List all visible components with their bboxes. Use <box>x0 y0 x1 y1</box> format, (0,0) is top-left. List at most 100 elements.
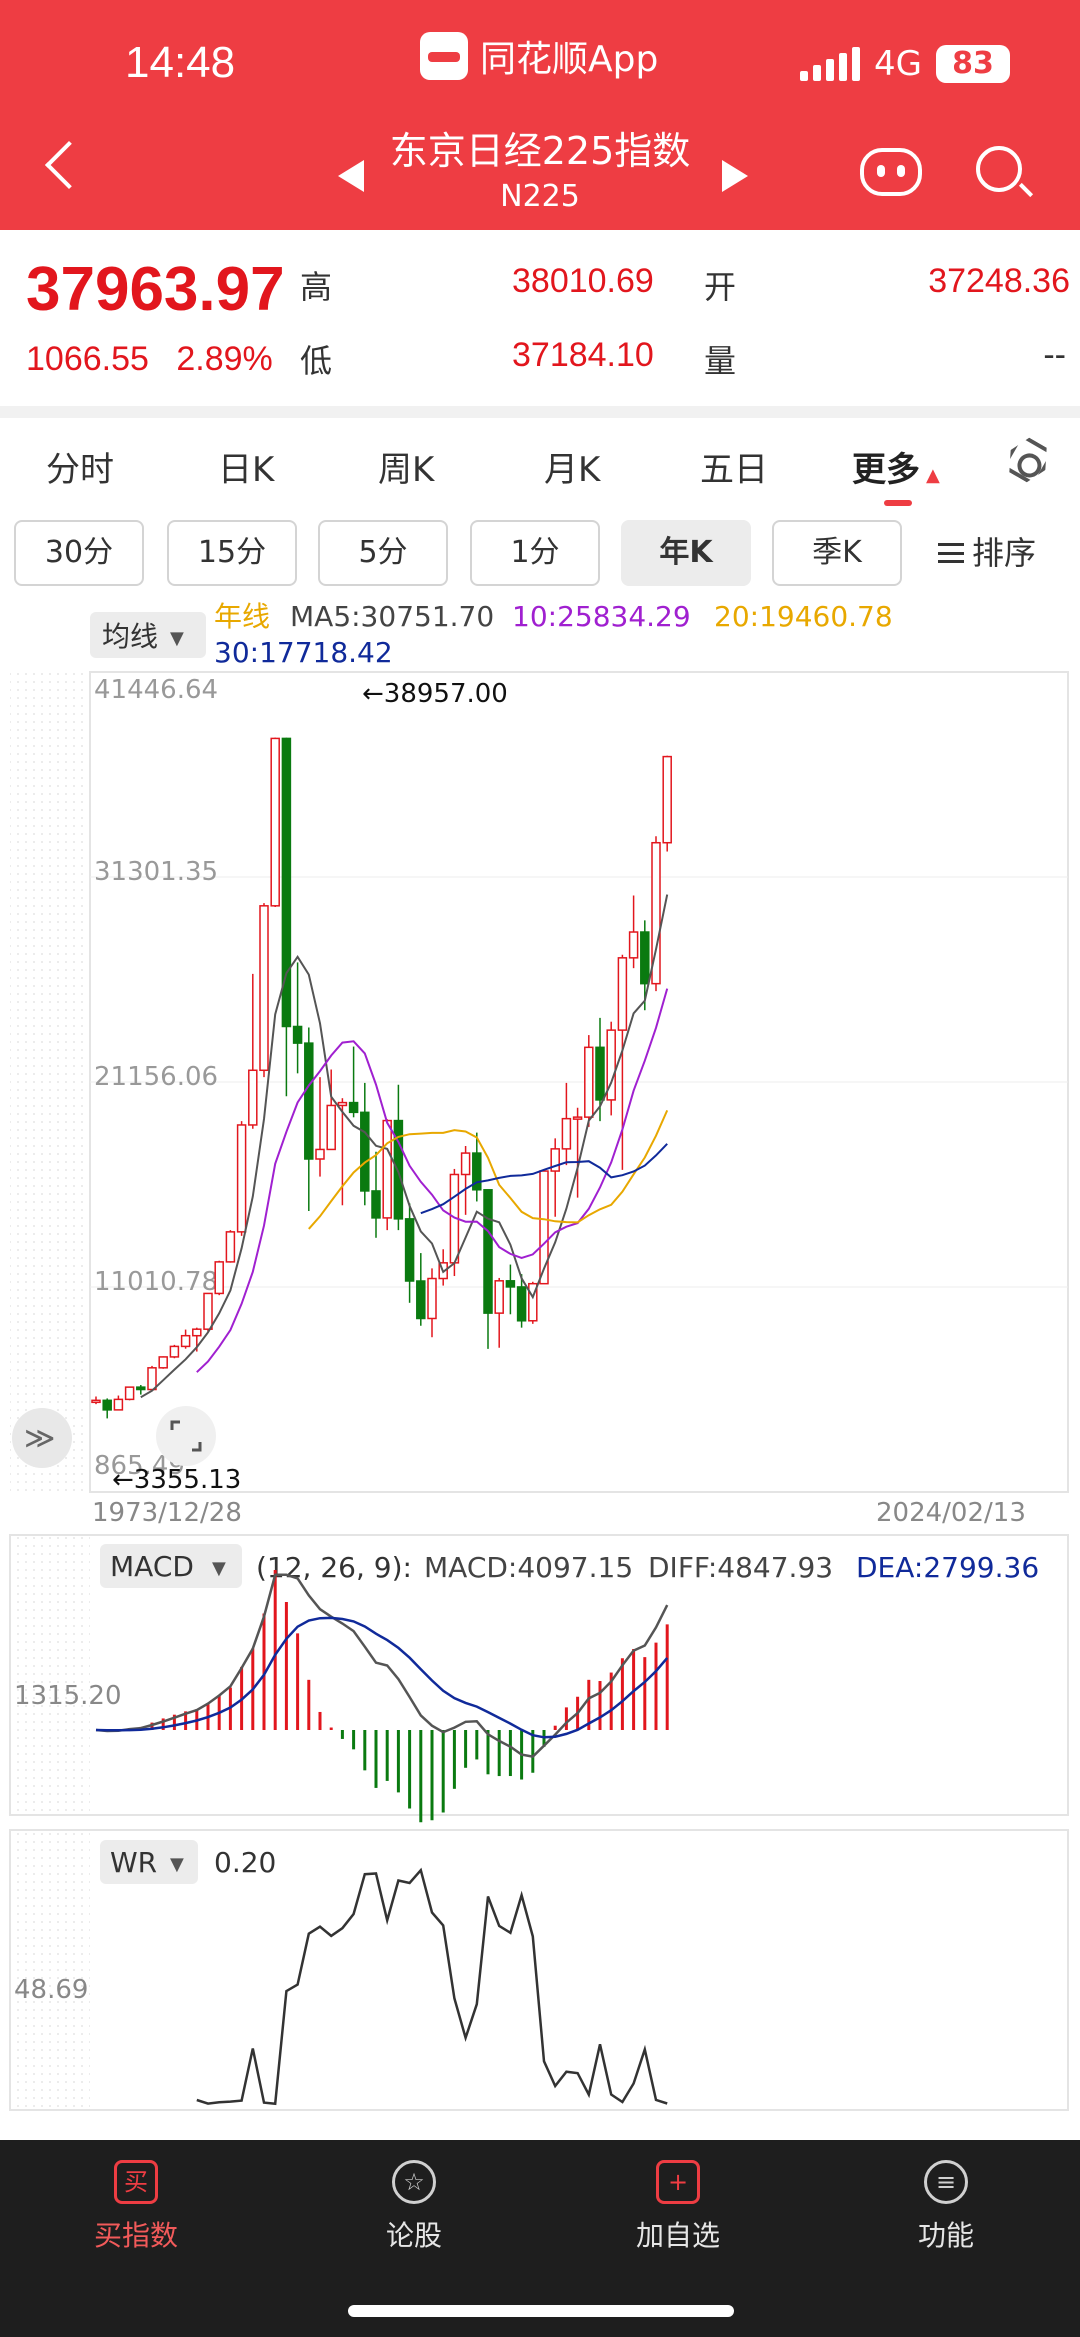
subtab-15min[interactable]: 15分 <box>167 520 297 586</box>
tab-more[interactable]: 更多 ▲ <box>852 442 940 491</box>
candle-2018 <box>595 1046 605 1101</box>
candle-2010 <box>505 1280 516 1288</box>
prev-stock-arrow-icon[interactable] <box>338 160 364 192</box>
candle-2009 <box>494 1280 504 1314</box>
candle-2013 <box>539 1170 549 1285</box>
min-price-marker: ←3355.13 <box>112 1465 241 1495</box>
menu-icon <box>938 543 964 563</box>
back-button[interactable] <box>44 140 94 190</box>
sort-button[interactable]: 排序 <box>938 520 1036 586</box>
candle-1994 <box>326 1104 336 1151</box>
main-chart-frame <box>89 671 1069 1493</box>
candle-2023 <box>651 841 661 985</box>
nav-buy-index[interactable]: 买 买指数 <box>46 2160 226 2254</box>
status-app-name: 同花顺App <box>480 39 659 80</box>
nav-discuss[interactable]: ☆ 论股 <box>324 2160 504 2254</box>
open-label: 开 <box>704 268 737 306</box>
robot-assistant-icon[interactable] <box>860 148 922 196</box>
diff-value: DIFF:4847.93 <box>648 1551 833 1584</box>
dea-line <box>95 1616 669 1739</box>
nav-discuss-label: 论股 <box>385 2219 442 2252</box>
candle-1974 <box>102 1399 112 1411</box>
subtab-1min[interactable]: 1分 <box>470 520 600 586</box>
tab-daily-k[interactable]: 日K <box>218 450 275 490</box>
nav-buy-index-label: 买指数 <box>93 2219 178 2252</box>
candle-1985 <box>225 1231 236 1263</box>
candle-1979 <box>158 1356 168 1369</box>
next-stock-arrow-icon[interactable] <box>722 160 748 192</box>
candle-1983 <box>203 1292 213 1330</box>
nav-functions[interactable]: ≡ 功能 <box>856 2160 1036 2254</box>
buy-icon: 买 <box>114 2160 158 2204</box>
ma20-value: 20:19460.78 <box>714 600 893 633</box>
status-indicators: 4G 83 <box>800 44 1010 84</box>
y-label-top: 41446.64 <box>94 675 218 705</box>
candle-1993 <box>315 1148 325 1160</box>
candle-2014 <box>550 1148 560 1172</box>
candle-2003 <box>427 1277 437 1320</box>
macd-histogram <box>105 1570 669 1823</box>
ma10-value: 10:25834.29 <box>512 600 691 633</box>
open-value: 37248.36 <box>928 262 1070 300</box>
candle-2024 <box>662 755 672 844</box>
wr-indicator-dropdown[interactable] <box>100 1840 198 1884</box>
search-icon[interactable] <box>976 146 1022 192</box>
add-icon: + <box>656 2160 700 2204</box>
fullscreen-button[interactable] <box>156 1406 216 1466</box>
network-label: 4G <box>874 44 922 84</box>
tab-intraday[interactable]: 分时 <box>46 450 114 490</box>
dea-value: DEA:2799.36 <box>856 1551 1039 1584</box>
status-app: 同花顺App <box>420 30 658 82</box>
candle-1990 <box>281 737 292 1028</box>
change-value: 1066.55 <box>26 340 149 378</box>
price-change: 1066.55 2.89% <box>26 340 273 379</box>
stock-name: 东京日经225指数 <box>389 129 691 173</box>
macd-params: (12, 26, 9): <box>256 1551 412 1584</box>
subtab-quarterly-k[interactable]: 季K <box>772 520 902 586</box>
bottom-nav: 买 买指数 ☆ 论股 + 加自选 ≡ 功能 <box>0 2140 1080 2337</box>
candle-1996 <box>348 1101 359 1114</box>
tab-five-day[interactable]: 五日 <box>700 450 768 490</box>
candle-1981 <box>180 1334 191 1348</box>
x-label-end: 2024/02/13 <box>876 1498 1026 1528</box>
x-label-start: 1973/12/28 <box>92 1498 242 1528</box>
candle-1975 <box>113 1398 124 1411</box>
sub-period-tabs: 30分 15分 5分 1分 年K 季K 排序 <box>0 520 1080 590</box>
candle-2000 <box>393 1119 404 1220</box>
period-line-label: 年线 <box>214 600 270 633</box>
ma5-line <box>140 894 669 1399</box>
candle-2017 <box>584 1046 594 1118</box>
sort-label: 排序 <box>972 534 1037 572</box>
candle-2021 <box>628 931 639 959</box>
candle-2016 <box>572 1116 583 1120</box>
tab-monthly-k[interactable]: 月K <box>544 450 601 490</box>
expand-left-button[interactable] <box>12 1408 72 1468</box>
candle-2001 <box>404 1218 415 1282</box>
candle-2022 <box>640 931 650 985</box>
candle-1991 <box>292 1025 303 1044</box>
candle-2020 <box>617 957 628 1031</box>
candle-2019 <box>606 1029 616 1101</box>
ma10-line <box>196 988 669 1373</box>
candle-2008 <box>483 1189 493 1314</box>
candle-1980 <box>169 1345 180 1358</box>
subtab-yearly-k[interactable]: 年K <box>621 520 751 586</box>
tab-active-indicator <box>884 500 912 506</box>
macd-indicator-dropdown[interactable] <box>100 1544 242 1588</box>
volume-value: -- <box>1043 336 1066 374</box>
low-label: 低 <box>300 342 333 380</box>
caret-up-icon: ▲ <box>926 465 940 486</box>
candle-1976 <box>124 1386 135 1401</box>
moving-average-lines <box>140 894 669 1399</box>
tab-weekly-k[interactable]: 周K <box>378 450 435 490</box>
nav-add-watchlist[interactable]: + 加自选 <box>588 2160 768 2254</box>
subtab-30min[interactable]: 30分 <box>14 520 144 586</box>
stock-title: 东京日经225指数 N225 <box>330 120 750 214</box>
subtab-5min[interactable]: 5分 <box>318 520 448 586</box>
battery-icon: 83 <box>936 45 1010 83</box>
y-label-4: 11010.78 <box>94 1267 218 1297</box>
wr-y-label: 48.69 <box>14 1975 88 2005</box>
quote-panel: 37963.97 1066.55 2.89% 高 38010.69 低 3718… <box>0 230 1080 410</box>
ma-indicator-dropdown[interactable] <box>90 612 206 658</box>
